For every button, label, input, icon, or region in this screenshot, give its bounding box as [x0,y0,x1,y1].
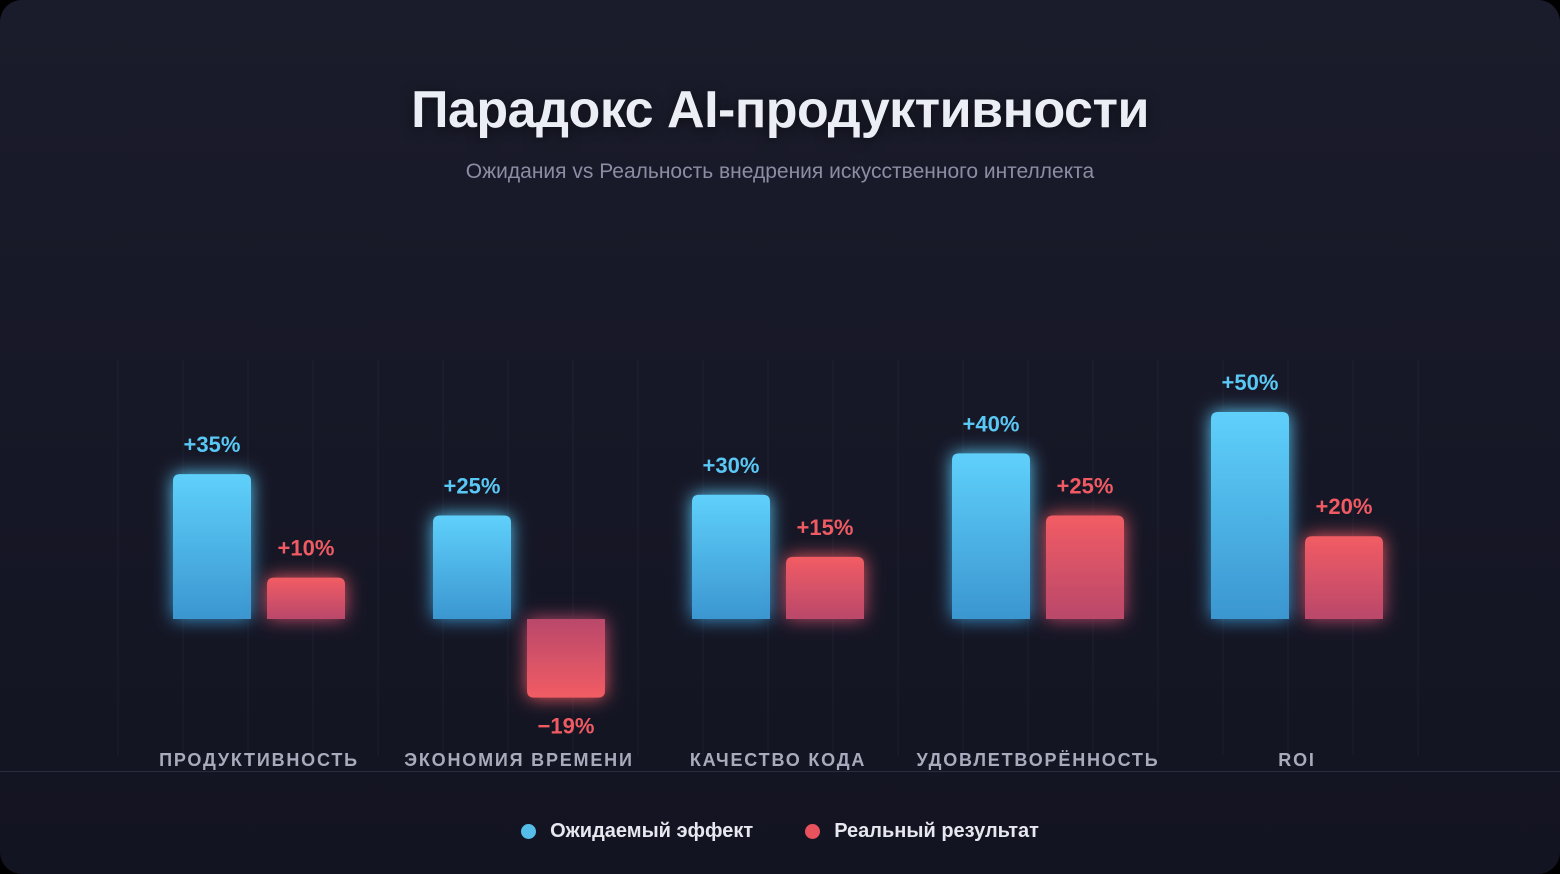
legend-label-actual: Реальный результат [834,820,1039,842]
category-label: ЭКОНОМИЯ ВРЕМЕНИ [404,750,633,770]
bar-actual[interactable] [1305,536,1383,619]
bar-expected[interactable] [692,494,770,619]
legend-item-expected[interactable]: Ожидаемый эффект [521,820,753,843]
value-label-expected: +25% [444,474,501,499]
bar-expected[interactable] [1211,412,1289,619]
bar-actual[interactable] [1046,515,1124,620]
bar-actual[interactable] [527,619,605,698]
category-label: КАЧЕСТВО КОДА [690,750,866,770]
category-label: УДОВЛЕТВОРЁННОСТЬ [917,750,1160,770]
legend: Ожидаемый эффект Реальный результат [0,820,1560,843]
bar-chart: +35% +10% ПРОДУКТИВНОСТЬ +25% −19% ЭКОНОМИЯ В… [52,360,1504,770]
value-label-actual: +15% [797,515,854,540]
legend-dot-actual-icon [805,824,821,839]
page-title: Парадокс AI-продуктивности [411,81,1149,139]
value-label-actual: +25% [1057,474,1114,499]
category-label: ПРОДУКТИВНОСТЬ [159,750,359,770]
chart-bars [173,412,1383,698]
value-label-expected: +40% [963,411,1020,436]
bar-expected[interactable] [952,453,1030,619]
legend-item-actual[interactable]: Реальный результат [805,820,1039,843]
legend-label-expected: Ожидаемый эффект [550,820,754,842]
value-label-actual: +20% [1316,494,1373,519]
bar-actual[interactable] [267,577,345,619]
bar-actual[interactable] [786,556,864,619]
value-label-actual: +10% [278,536,335,561]
bar-expected[interactable] [173,474,251,619]
value-label-actual: −19% [538,714,595,739]
legend-dot-expected-icon [521,824,537,839]
bar-expected[interactable] [433,515,511,620]
value-label-expected: +50% [1222,370,1279,395]
chart-labels: +35% +10% ПРОДУКТИВНОСТЬ +25% −19% ЭКОНОМИЯ В… [159,370,1372,770]
value-label-expected: +35% [184,432,241,457]
footer-divider [0,771,1560,772]
value-label-expected: +30% [703,453,760,478]
category-label: ROI [1278,750,1315,770]
page-subtitle: Ожидания vs Реальность внедрения искусст… [465,160,1095,183]
